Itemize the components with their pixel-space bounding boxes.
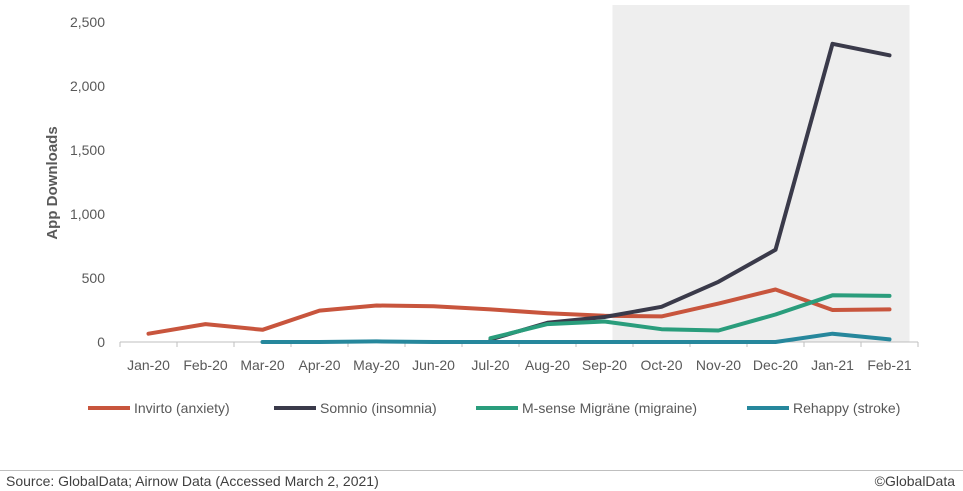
- y-axis: 0 500 1,000 1,500 2,000 2,500: [70, 14, 105, 350]
- y-tick-label: 1,500: [70, 142, 105, 158]
- series-line: [260, 331, 892, 344]
- y-tick-label: 0: [97, 334, 105, 350]
- x-tick-label: Jun-20: [412, 357, 455, 373]
- legend: Invirto (anxiety) Somnio (insomnia) M-sens…: [88, 400, 900, 416]
- footer: Source: GlobalData; Airnow Data (Accesse…: [0, 470, 963, 491]
- source-note: Source: GlobalData; Airnow Data (Accesse…: [6, 473, 379, 489]
- copyright-note: ©GlobalData: [874, 473, 955, 489]
- y-tick-label: 2,500: [70, 14, 105, 30]
- legend-label: Rehappy (stroke): [793, 400, 900, 416]
- y-tick-label: 1,000: [70, 206, 105, 222]
- legend-label: M-sense Migräne (migraine): [522, 400, 697, 416]
- x-tick-label: Jan-20: [127, 357, 170, 373]
- x-tick-label: May-20: [353, 357, 400, 373]
- y-tick-label: 500: [82, 270, 106, 286]
- x-tick-label: Jul-20: [471, 357, 509, 373]
- legend-label: Invirto (anxiety): [134, 400, 230, 416]
- x-tick-label: Sep-20: [582, 357, 627, 373]
- x-tick-label: Feb-21: [867, 357, 912, 373]
- series-line: [488, 293, 892, 341]
- shaded-region: [612, 5, 910, 342]
- x-tick-label: Feb-20: [183, 357, 228, 373]
- chart: 0 500 1,000 1,500 2,000 2,500 Jan-20 Feb-20 Mar…: [44, 5, 919, 416]
- x-axis: Jan-20 Feb-20 Mar-20 Apr-20 May-20 Jun-20 Jul-…: [119, 342, 919, 373]
- series-line: [146, 287, 892, 336]
- x-tick-label: Nov-20: [696, 357, 741, 373]
- series-lines: [146, 41, 892, 344]
- y-axis-label: App Downloads: [44, 126, 61, 239]
- legend-label: Somnio (insomnia): [320, 400, 437, 416]
- x-tick-label: Aug-20: [525, 357, 570, 373]
- y-tick-label: 2,000: [70, 78, 105, 94]
- x-tick-label: Oct-20: [640, 357, 682, 373]
- x-tick-label: Dec-20: [753, 357, 798, 373]
- x-tick-label: Jan-21: [811, 357, 854, 373]
- x-tick-label: Apr-20: [298, 357, 340, 373]
- x-tick-label: Mar-20: [240, 357, 285, 373]
